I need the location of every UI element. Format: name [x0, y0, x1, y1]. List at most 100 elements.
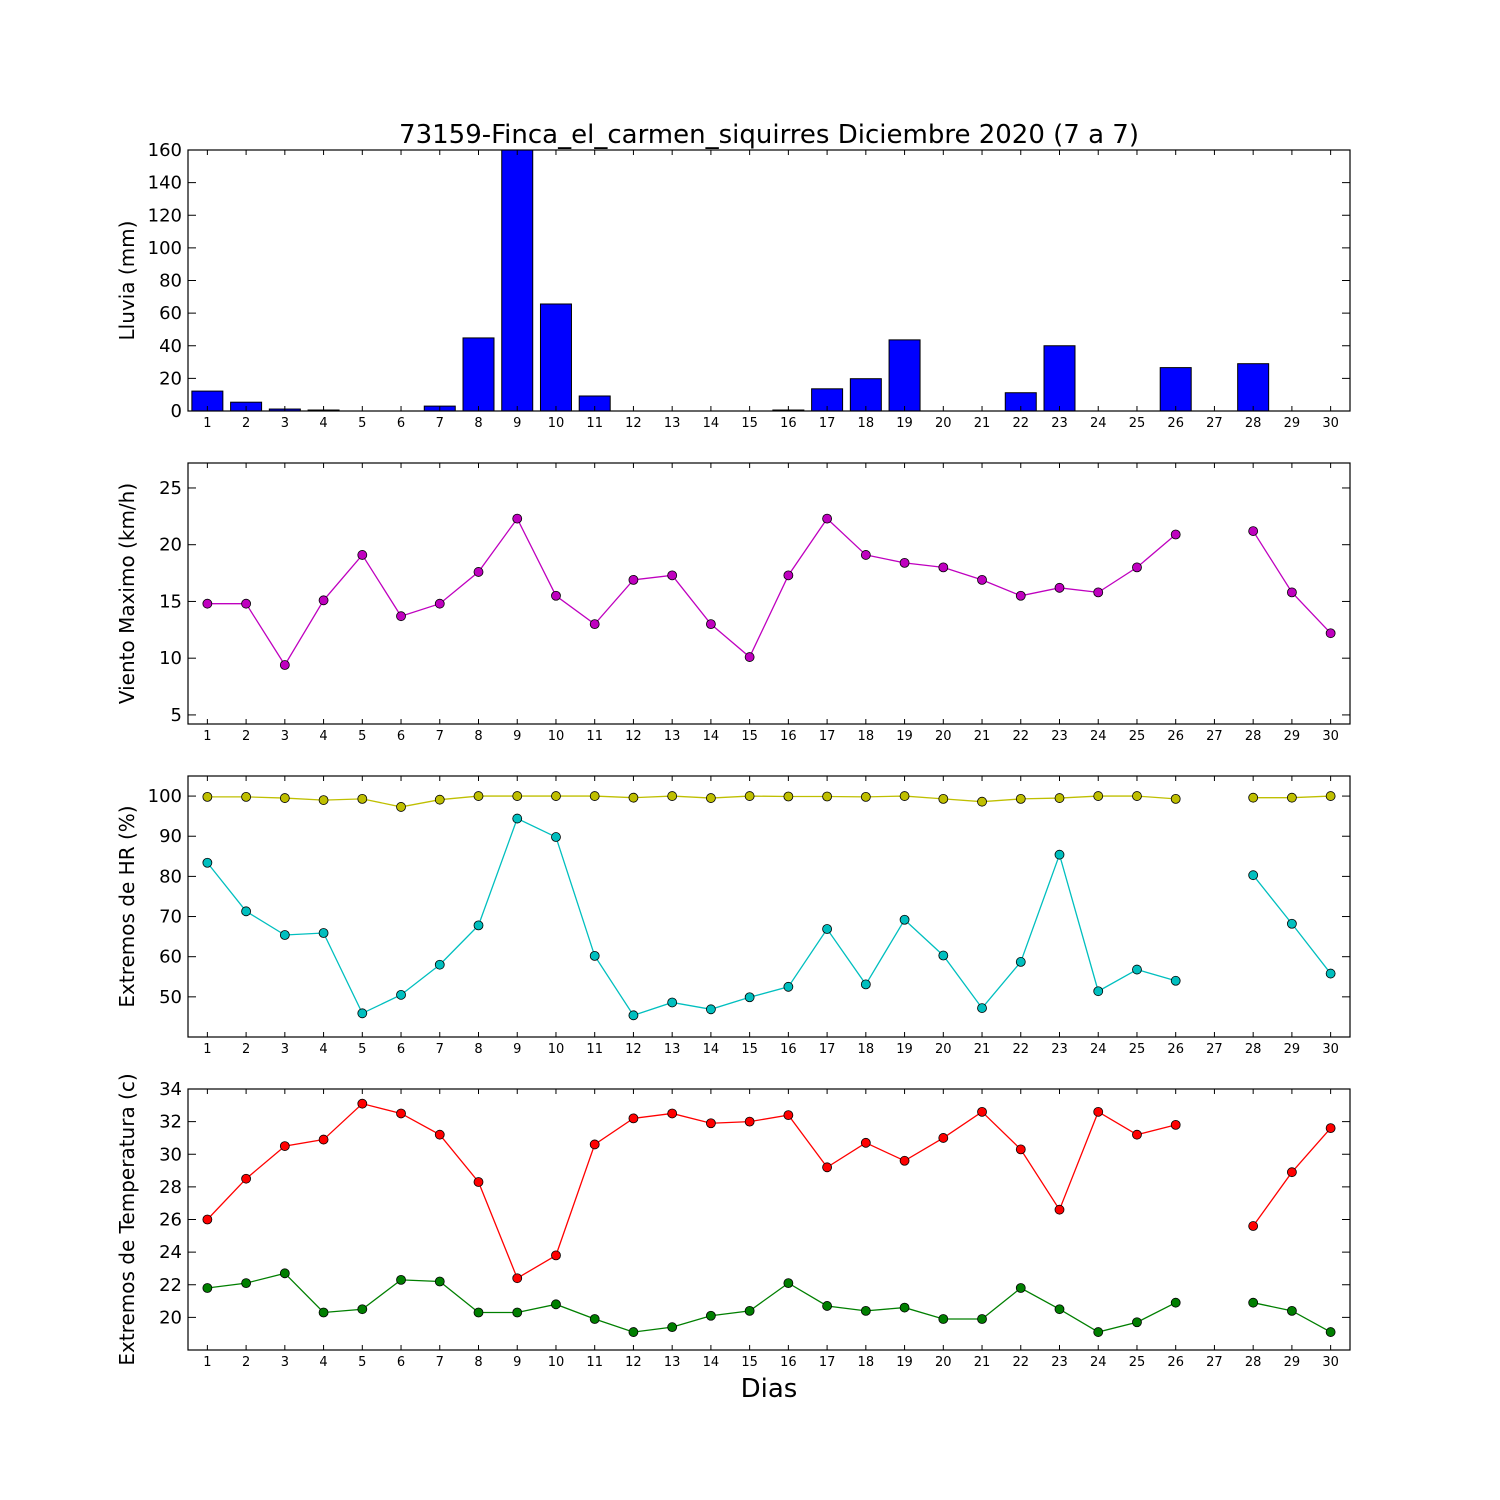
y-tick-label: 50	[159, 987, 182, 1008]
x-tick-label: 25	[1129, 1042, 1146, 1057]
x-tick-label: 20	[935, 416, 952, 431]
series-2-point-day-15	[744, 992, 755, 1003]
x-tick-label: 24	[1090, 416, 1107, 431]
plot-frame	[187, 149, 1351, 412]
chart-title: 73159-Finca_el_carmen_siquirres Diciembr…	[399, 120, 1139, 150]
series-2-point-day-14	[706, 1310, 716, 1321]
series-1-line-1	[206, 1102, 1176, 1280]
series-1-point-day-8	[473, 1177, 484, 1187]
series-2-point-day-11	[589, 950, 600, 961]
series-1-point-day-3	[279, 1141, 290, 1151]
series-2-point-day-5	[357, 1304, 368, 1315]
x-tick-label: 1	[203, 729, 211, 744]
panel-2: 1 2 3 4 5 6 7 8 9 10 11 12 13 14 15 16 17 18 19 20 21 22 23 24 2…	[115, 462, 1351, 744]
x-tick-label: 27	[1206, 1042, 1223, 1057]
x-tick-label: 28	[1245, 1355, 1262, 1370]
x-tick-label: 4	[319, 729, 327, 744]
series-1-point-day-24	[1093, 791, 1104, 801]
series-2-point-day-6	[396, 1274, 406, 1285]
series-2-point-day-29	[1287, 1305, 1297, 1316]
x-tick-label: 23	[1051, 729, 1068, 744]
series-2-point-day-29	[1287, 918, 1297, 929]
series-2-point-day-24	[1093, 1327, 1104, 1337]
series-1-point-day-15	[744, 1116, 755, 1127]
x-tick-label: 26	[1167, 729, 1184, 744]
x-tick-label: 20	[935, 1042, 952, 1057]
series-1-point-day-7	[434, 794, 445, 805]
y-tick-label: 120	[148, 205, 182, 226]
x-tick-label: 17	[819, 729, 836, 744]
series-2-point-day-26	[1170, 1297, 1181, 1308]
y-tick-label: 160	[148, 140, 182, 161]
series-2-point-day-13	[667, 1322, 678, 1333]
x-tick-label: 6	[397, 1042, 405, 1057]
series-1-point-day-22	[1015, 1144, 1026, 1155]
x-tick-label: 4	[319, 416, 327, 431]
x-tick-label: 16	[780, 1042, 797, 1057]
x-tick-label: 24	[1090, 729, 1107, 744]
series-1-point-day-24	[1093, 587, 1104, 598]
series-1-point-day-14	[706, 1118, 716, 1129]
series-1-point-day-21	[977, 574, 987, 585]
series-2-point-day-7	[434, 959, 445, 970]
series-1-point-day-26	[1170, 1119, 1181, 1130]
series-1-point-day-18	[860, 550, 871, 560]
x-tick-label: 7	[436, 1042, 444, 1057]
y-tick-label: 100	[148, 238, 182, 259]
x-tick-label: 7	[436, 729, 444, 744]
x-tick-label: 5	[358, 1042, 366, 1057]
series-2-point-day-8	[473, 920, 484, 931]
x-tick-label: 15	[741, 1355, 758, 1370]
x-tick-label: 7	[436, 416, 444, 431]
series-1-point-day-23	[1054, 582, 1065, 593]
x-tick-label: 28	[1245, 1042, 1262, 1057]
series-1-point-day-4	[318, 795, 329, 805]
y-tick-label: 100	[148, 786, 182, 807]
panel-3: 1 2 3 4 5 6 7 8 9 10 11 12 13 14 15 16 17 18 19 20 21 22 23 24 2…	[115, 775, 1351, 1057]
y-tick-label: 10	[159, 648, 182, 669]
y-tick-label: 90	[159, 826, 182, 847]
series-2-point-day-12	[628, 1010, 639, 1021]
y-tick-label: 28	[159, 1177, 182, 1198]
series-2-point-day-16	[783, 1278, 794, 1289]
series-2-point-day-25	[1132, 964, 1142, 975]
series-1-point-day-18	[860, 1137, 871, 1148]
x-tick-label: 12	[625, 1042, 642, 1057]
x-tick-label: 16	[780, 729, 797, 744]
bar-day-8	[462, 337, 495, 412]
plot-area	[188, 150, 1350, 411]
x-tick-label: 8	[474, 1355, 482, 1370]
series-2-point-day-22	[1015, 1283, 1026, 1293]
y-tick-label: 32	[159, 1112, 182, 1133]
x-tick-label: 1	[203, 1042, 211, 1057]
y-tick-label: 25	[159, 478, 182, 499]
x-tick-label: 22	[1012, 1042, 1029, 1057]
series-2-point-day-2	[241, 1278, 252, 1289]
series-2-point-day-21	[977, 1314, 987, 1324]
bar-day-26	[1159, 367, 1192, 412]
series-1-point-day-22	[1015, 590, 1026, 601]
x-tick-label: 29	[1284, 1042, 1301, 1057]
bar-day-18	[849, 378, 882, 412]
y-axis-label: Extremos de HR (%)	[115, 805, 139, 1007]
x-tick-label: 22	[1012, 416, 1029, 431]
series-1-point-day-9	[512, 513, 523, 524]
y-tick-label: 34	[159, 1079, 182, 1100]
x-tick-label: 18	[858, 1042, 875, 1057]
x-tick-label: 24	[1090, 1042, 1107, 1057]
series-2-point-day-13	[667, 997, 678, 1008]
series-2-point-day-20	[938, 1314, 949, 1324]
x-tick-label: 4	[319, 1042, 327, 1057]
x-tick-label: 27	[1206, 729, 1223, 744]
y-tick-label: 60	[159, 303, 182, 324]
series-1-point-day-28	[1248, 526, 1259, 536]
x-tick-label: 10	[548, 1042, 565, 1057]
series-1-point-day-15	[744, 652, 755, 662]
series-1-point-day-10	[551, 791, 561, 801]
x-tick-label: 19	[896, 416, 913, 431]
x-tick-label: 1	[203, 1355, 211, 1370]
x-tick-label: 14	[703, 729, 720, 744]
x-tick-label: 17	[819, 1042, 836, 1057]
x-tick-label: 18	[858, 416, 875, 431]
series-1-point-day-8	[473, 567, 484, 577]
